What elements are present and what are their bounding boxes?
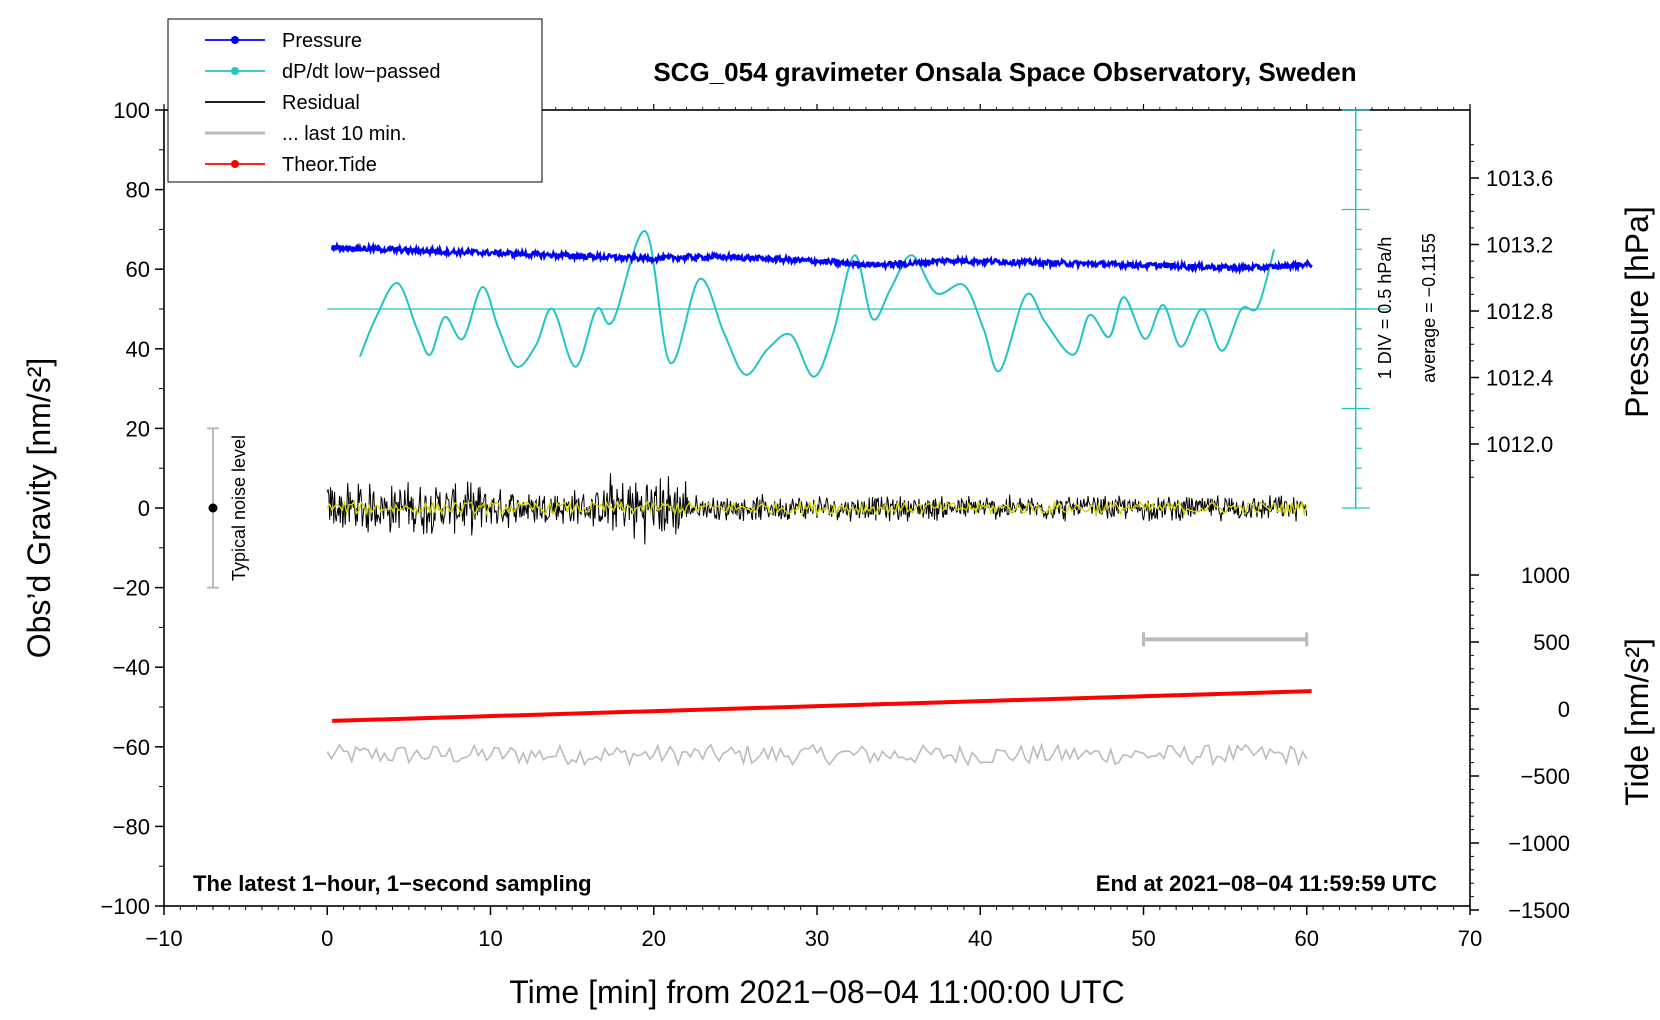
y-tick-label: −20	[113, 576, 150, 601]
x-tick-label: 30	[805, 926, 829, 951]
y-tick-label: 80	[126, 178, 150, 203]
tide-tick-label: 500	[1533, 630, 1570, 655]
legend-marker	[231, 67, 239, 75]
y-axis-title-left: Obs’d Gravity [nm/s²]	[21, 358, 57, 659]
legend-label: Theor.Tide	[282, 154, 377, 176]
y-axis-title-pressure: Pressure [hPa]	[1619, 206, 1655, 418]
y-tick-label: −40	[113, 655, 150, 680]
series-residual-smoothed	[326, 499, 1308, 517]
series-layer	[326, 230, 1313, 767]
series-dpdt	[358, 230, 1276, 378]
y-tick-label: −80	[113, 814, 150, 839]
series-last-10-min	[326, 742, 1308, 767]
x-axis-title: Time [min] from 2021−08−04 11:00:00 UTC	[509, 974, 1124, 1010]
tide-tick-label: 0	[1558, 697, 1570, 722]
legend-label: ... last 10 min.	[282, 123, 407, 145]
y-tick-label: 20	[126, 416, 150, 441]
tide-tick-label: 1000	[1521, 563, 1570, 588]
pressure-tick-label: 1012.8	[1486, 299, 1553, 324]
pressure-tick-label: 1012.0	[1486, 432, 1553, 457]
annotation-marks	[206, 109, 1389, 647]
y-tick-label: −60	[113, 735, 150, 760]
annotation-bottom-left: The latest 1−hour, 1−second sampling	[193, 871, 592, 896]
legend-label: Pressure	[282, 30, 362, 52]
x-tick-label: 40	[968, 926, 992, 951]
pressure-tick-label: 1013.2	[1486, 233, 1553, 258]
average-label: average = −0.1155	[1419, 233, 1439, 383]
y-tick-label: 100	[113, 98, 150, 123]
x-tick-label: 10	[478, 926, 502, 951]
pressure-tick-label: 1012.4	[1486, 366, 1553, 391]
noise-bar-center-dot	[208, 503, 218, 513]
y-tick-label: 60	[126, 257, 150, 282]
tide-tick-label: −1500	[1508, 898, 1570, 923]
legend-label: Residual	[282, 92, 360, 114]
legend-marker	[231, 160, 239, 168]
legend-marker	[231, 36, 239, 44]
tide-tick-label: −1000	[1508, 831, 1570, 856]
legend-entries: Pressure dP/dt low−passed Residual ... last…	[205, 30, 440, 176]
scale-label: 1 DIV = 0.5 hPa/h	[1375, 237, 1395, 380]
y-tick-label: 40	[126, 337, 150, 362]
tide-tick-label: −500	[1520, 764, 1570, 789]
pressure-tick-label: 1013.6	[1486, 166, 1553, 191]
x-tick-label: −10	[145, 926, 182, 951]
x-tick-label: 50	[1131, 926, 1155, 951]
chart-title: SCG_054 gravimeter Onsala Space Observat…	[653, 57, 1356, 87]
noise-level-label: Typical noise level	[229, 435, 249, 581]
y-tick-label: 0	[138, 496, 150, 521]
axis-ticks: −10 0 10 20 30 40 50 60 70−100−80−60−40−20020406…	[100, 98, 1570, 951]
annotation-bottom-right: End at 2021−08−04 11:59:59 UTC	[1096, 871, 1437, 896]
y-axis-title-tide: Tide [nm/s²]	[1619, 638, 1655, 806]
legend-box	[167, 18, 543, 183]
series-pressure	[330, 241, 1313, 276]
y-tick-label: −100	[100, 894, 150, 919]
x-tick-label: 60	[1295, 926, 1319, 951]
series-residual	[326, 473, 1308, 545]
series-theor-tide	[332, 689, 1312, 723]
legend-label: dP/dt low−passed	[282, 61, 440, 83]
x-tick-label: 70	[1458, 926, 1482, 951]
x-tick-label: 20	[642, 926, 666, 951]
x-tick-label: 0	[321, 926, 333, 951]
legend: Pressure dP/dt low−passed Residual ... last…	[167, 18, 543, 183]
